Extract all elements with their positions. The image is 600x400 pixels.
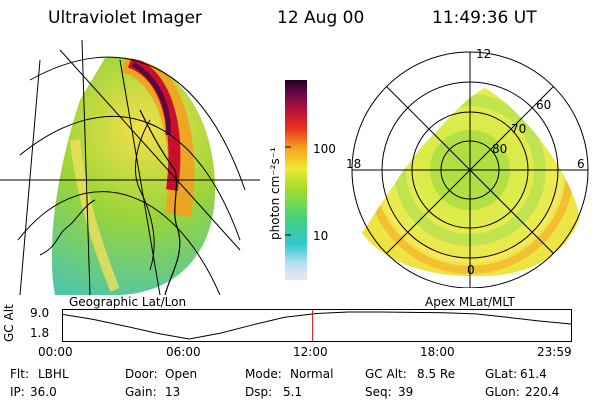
mlat-label-80: 80 [492, 142, 508, 156]
mlt-label-18: 18 [346, 157, 362, 171]
status-label-ip: IP: [10, 385, 25, 399]
status-label-glon: GLon: [485, 385, 520, 399]
colorbar-tick-100: 100 [313, 142, 336, 156]
status-label-mode: Mode: [245, 367, 282, 381]
status-value-flt: LBHL [38, 367, 69, 381]
instrument-title: Ultraviolet Imager [48, 8, 202, 28]
altitude-ylabel: GC Alt [2, 304, 16, 342]
status-label-seq: Seq: [365, 385, 392, 399]
polar-panel-label: Apex MLat/MLT [425, 295, 515, 309]
geo-panel-label: Geographic Lat/Lon [69, 295, 187, 309]
status-value-glon: 220.4 [525, 385, 560, 399]
altitude-xtick-2: 12:00 [293, 345, 328, 359]
colorbar-tick-10: 10 [313, 229, 329, 243]
polar-mlat-mlt-plot [351, 51, 589, 288]
status-label-gain: Gain: [125, 385, 157, 399]
altitude-curve [62, 311, 572, 340]
mlt-label-12: 12 [476, 47, 492, 61]
status-value-gcalt: 8.5 Re [417, 367, 456, 381]
status-value-ip: 36.0 [30, 385, 57, 399]
geographic-auroral-image [0, 40, 260, 295]
date-label: 12 Aug 00 [277, 8, 365, 28]
altitude-xtick-1: 06:00 [166, 345, 201, 359]
colorbar-unit-label: photon cm⁻²s⁻¹ [268, 147, 282, 240]
mlat-label-70: 70 [511, 122, 527, 136]
altitude-ytick-max: 9.0 [30, 306, 50, 320]
mlt-label-6: 6 [577, 157, 585, 171]
status-value-mode: Normal [290, 367, 334, 381]
altitude-ytick-min: 1.8 [30, 326, 50, 340]
altitude-xtick-4: 23:59 [537, 345, 572, 359]
altitude-xtick-3: 18:00 [420, 345, 455, 359]
status-value-seq: 39 [398, 385, 414, 399]
status-label-glat: GLat: [485, 367, 518, 381]
status-value-dsp: 5.1 [283, 385, 303, 399]
colorbar [285, 80, 307, 280]
mlt-label-0: 0 [467, 263, 475, 277]
altitude-plot [62, 309, 572, 342]
status-label-door: Door: [125, 367, 158, 381]
status-value-glat: 61.4 [520, 367, 547, 381]
status-value-door: Open [165, 367, 198, 381]
status-label-gcalt: GC Alt: [365, 367, 407, 381]
mlat-label-60: 60 [536, 98, 552, 112]
status-value-gain: 13 [165, 385, 181, 399]
time-label: 11:49:36 UT [432, 8, 537, 28]
altitude-xtick-0: 00:00 [38, 345, 73, 359]
status-label-flt: Flt: [10, 367, 29, 381]
status-label-dsp: Dsp: [245, 385, 273, 399]
